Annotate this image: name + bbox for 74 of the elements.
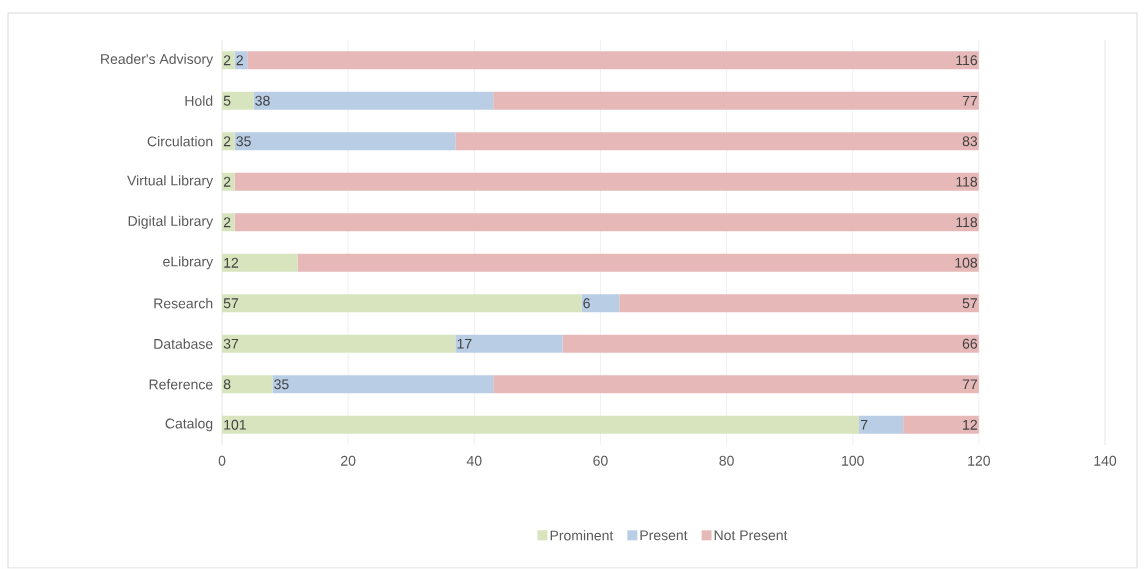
data-label: 6 [583, 298, 590, 309]
y-tick-label: Virtual Library [127, 175, 214, 189]
data-label: 77 [962, 96, 977, 106]
bar [234, 132, 456, 151]
data-label: 12 [963, 420, 977, 430]
bar [619, 294, 979, 313]
bar [222, 92, 254, 110]
data-label: 101 [224, 420, 246, 430]
bar [234, 173, 979, 191]
y-tick-label: Reference [149, 379, 213, 390]
data-label: 83 [962, 136, 978, 147]
x-tick-label: 80 [719, 456, 734, 467]
bar [903, 416, 979, 434]
data-label: 77 [962, 379, 977, 390]
bar [222, 132, 235, 151]
x-tick-label: 20 [341, 456, 356, 467]
x-tick-label: 100 [842, 456, 864, 467]
y-tick-label: Circulation [147, 136, 213, 147]
bar [222, 375, 273, 394]
bar [455, 132, 979, 151]
data-label: 57 [962, 298, 977, 309]
bar [222, 173, 235, 191]
data-label: 118 [956, 177, 978, 187]
bar [222, 213, 235, 232]
x-tick-label: 0 [218, 456, 226, 467]
data-label: 7 [860, 420, 868, 430]
legend-label: Present [640, 530, 688, 541]
y-tick-label: Research [154, 298, 213, 309]
data-label: 12 [224, 258, 239, 268]
legend-label: Prominent [550, 530, 614, 541]
bar [493, 375, 979, 394]
bar [222, 416, 860, 434]
data-label: 35 [274, 379, 289, 390]
data-label: 5 [223, 96, 231, 106]
bar [222, 51, 235, 70]
bar [222, 254, 298, 272]
data-label: 37 [223, 339, 239, 349]
data-label: 66 [962, 339, 978, 349]
data-label: 35 [236, 136, 251, 147]
data-label: 118 [956, 217, 978, 228]
bar [562, 335, 979, 353]
data-label: 17 [457, 339, 472, 349]
y-tick-label: Catalog [165, 418, 213, 432]
data-label: 2 [223, 177, 231, 187]
data-label: 2 [223, 136, 231, 147]
data-label: 2 [223, 217, 231, 228]
bar [234, 213, 979, 232]
legend-label: Not Present [714, 530, 788, 541]
bar [297, 254, 979, 272]
bar [581, 294, 620, 313]
bar [859, 416, 904, 434]
x-tick-label: 120 [968, 456, 990, 467]
y-tick-label: eLibrary [163, 256, 214, 270]
x-tick-label: 40 [466, 456, 482, 467]
x-tick-label: 140 [1094, 456, 1117, 467]
bar [272, 375, 494, 394]
data-label: 38 [255, 96, 270, 106]
bar [493, 92, 979, 110]
bar [247, 51, 979, 70]
data-label: 8 [223, 379, 231, 390]
data-label: 57 [223, 298, 239, 309]
y-tick-label: Database [154, 338, 213, 350]
x-tick-label: 60 [593, 456, 608, 467]
bar [222, 335, 456, 353]
data-label: 2 [236, 55, 243, 66]
y-tick-label: Hold [185, 95, 213, 107]
y-tick-label: Reader's Advisory [101, 53, 214, 68]
bar [222, 294, 582, 313]
bar [253, 92, 494, 110]
data-label: 2 [223, 55, 231, 66]
bar [455, 335, 563, 353]
data-label: 108 [955, 258, 978, 268]
y-tick-label: Digital Library [128, 215, 214, 230]
data-label: 116 [956, 55, 978, 66]
